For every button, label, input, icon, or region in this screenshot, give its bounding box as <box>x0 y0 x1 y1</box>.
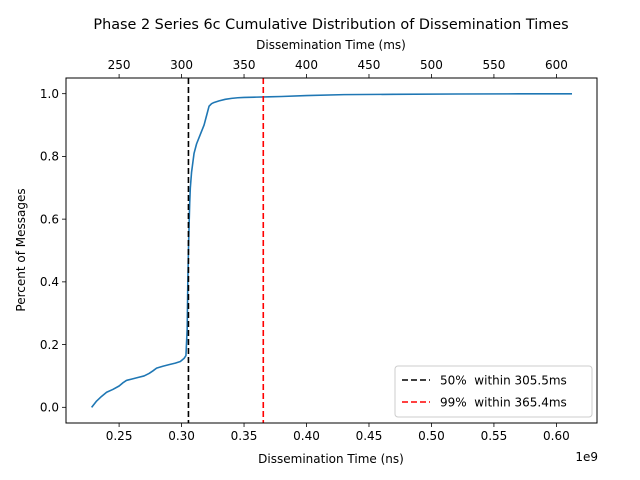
x-tick-label: 0.25 <box>106 429 133 443</box>
x2-tick-label: 450 <box>358 58 381 72</box>
x-tick-label: 0.50 <box>418 429 445 443</box>
y-axis-label: Percent of Messages <box>14 188 28 311</box>
cdf-line <box>90 93 573 408</box>
legend-label-99: 99% within 365.4ms <box>440 396 567 410</box>
y-tick-label: 0.4 <box>40 275 59 289</box>
legend-box <box>394 365 593 418</box>
chart-title: Phase 2 Series 6c Cumulative Distributio… <box>93 17 568 33</box>
x-tick-label: 0.55 <box>481 429 508 443</box>
legend-label-50: 50% within 305.5ms <box>440 374 567 388</box>
x2-tick-label: 300 <box>170 58 193 72</box>
x2-tick-label: 350 <box>233 58 256 72</box>
x2-tick-label: 550 <box>482 58 505 72</box>
x-tick-label: 0.35 <box>231 429 258 443</box>
plot-frame <box>65 77 598 424</box>
y-tick-label: 0.2 <box>40 338 59 352</box>
y-tick-label: 0.6 <box>40 212 59 226</box>
x-offset-label: 1e9 <box>575 450 598 464</box>
bottom-axis-label: Dissemination Time (ns) <box>258 452 404 466</box>
x2-tick-label: 600 <box>545 58 568 72</box>
x-tick-label: 0.45 <box>356 429 383 443</box>
x-tick-label: 0.30 <box>168 429 195 443</box>
legend: 50% within 305.5ms 99% within 365.4ms <box>394 365 593 418</box>
ticks-layer: 0.25 0.30 0.35 0.40 0.45 0.50 0.55 0.60 250 300 35… <box>40 58 570 443</box>
x2-tick-label: 250 <box>108 58 131 72</box>
top-axis-label: Dissemination Time (ms) <box>256 38 406 52</box>
y-tick-label: 0.0 <box>40 401 59 415</box>
y-tick-label: 1.0 <box>40 87 59 101</box>
x2-tick-label: 500 <box>420 58 443 72</box>
y-tick-label: 0.8 <box>40 150 59 164</box>
x-tick-label: 0.40 <box>293 429 320 443</box>
plot-layer <box>90 78 573 423</box>
x-tick-label: 0.60 <box>543 429 570 443</box>
x2-tick-label: 400 <box>295 58 318 72</box>
